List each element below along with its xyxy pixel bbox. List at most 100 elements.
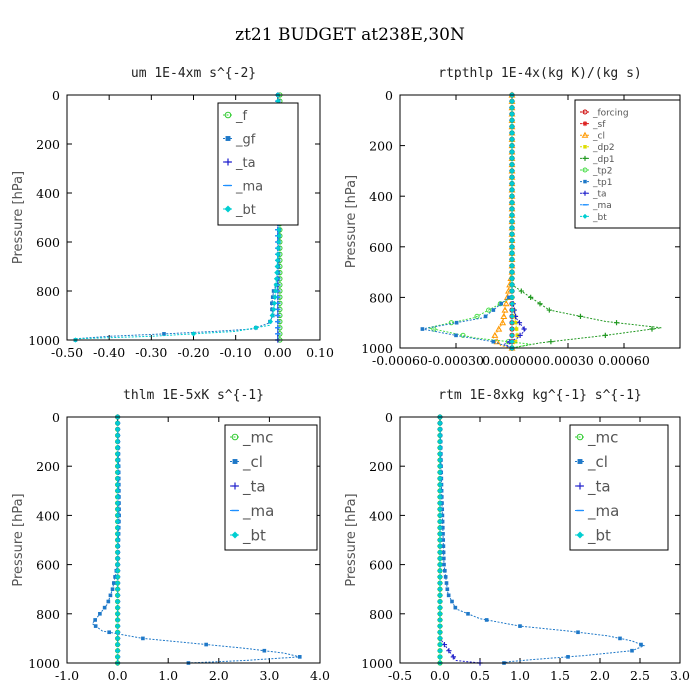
data-point (437, 598, 443, 605)
data-point (509, 105, 515, 111)
x-tick-label: -0.30 (135, 345, 167, 360)
data-point (437, 420, 443, 426)
data-point (115, 482, 121, 488)
data-point (513, 339, 518, 344)
data-point (115, 494, 121, 500)
x-tick-label: -0.20 (177, 345, 209, 360)
data-point (509, 136, 515, 142)
data-point (441, 556, 446, 561)
data-point (509, 320, 515, 326)
data-point (276, 227, 282, 233)
data-point (493, 338, 501, 345)
x-tick-label: -0.00060 (372, 353, 428, 368)
data-point (141, 636, 145, 641)
legend-marker (231, 433, 239, 441)
data-point (509, 231, 515, 237)
legend-entry: _ta (592, 190, 607, 200)
data-point (509, 218, 515, 225)
y-axis-label: Pressure [hPa] (11, 171, 26, 264)
x-tick-label: 0.0 (430, 668, 450, 683)
data-point (437, 445, 443, 451)
data-point (437, 592, 443, 598)
data-point (115, 611, 121, 617)
data-point (509, 143, 515, 149)
legend-marker (581, 131, 589, 138)
data-point (509, 294, 515, 300)
legend-marker (576, 433, 584, 441)
data-point (267, 319, 274, 325)
y-axis-label: Pressure [hPa] (11, 493, 26, 586)
chart-panel-2: rtpthlp 1E-4x(kg K)/(kg s) Pressure [hPa]… (344, 66, 681, 368)
legend-marker (583, 179, 587, 184)
data-point (491, 331, 499, 338)
data-point (444, 581, 449, 585)
data-point (115, 531, 121, 537)
x-tick-label: 0.10 (306, 345, 334, 360)
data-point (546, 307, 552, 313)
y-tick-label: 0 (385, 410, 393, 425)
data-point (115, 543, 121, 549)
data-point (509, 161, 515, 168)
data-point (115, 506, 121, 512)
data-point (499, 301, 503, 306)
data-point (441, 532, 445, 536)
series-bt (115, 414, 121, 666)
data-point (98, 611, 102, 616)
legend-entry: _mc (587, 429, 618, 448)
panel-title: thlm 1E-5xK s^{-1} (123, 388, 264, 403)
plot-frame (399, 416, 681, 664)
data-point (115, 426, 121, 432)
data-point (509, 269, 515, 275)
data-point (115, 445, 121, 451)
data-point (437, 475, 443, 482)
data-point (509, 168, 515, 174)
data-point (443, 575, 448, 579)
plot-frame (66, 416, 321, 664)
x-tick-label: 2.0 (590, 668, 610, 683)
data-point (437, 641, 443, 648)
plot-frame (66, 94, 321, 341)
data-point (115, 568, 121, 574)
data-point (483, 314, 488, 319)
y-tick-label: 400 (36, 508, 60, 523)
data-point (437, 506, 443, 512)
legend: _mc _cl _ta _ma _bt (569, 424, 669, 551)
data-point (115, 451, 121, 457)
legend-marker (576, 482, 584, 490)
x-tick-label: 2.5 (630, 668, 650, 683)
data-point (276, 239, 282, 245)
data-point (115, 488, 121, 494)
data-point (450, 599, 454, 604)
data-point (518, 288, 524, 294)
data-point (115, 574, 121, 580)
data-point (115, 439, 121, 445)
legend-entry: _ta (587, 478, 611, 497)
data-point (115, 475, 121, 482)
data-point (111, 581, 116, 585)
data-point (509, 212, 515, 218)
data-point (297, 655, 302, 659)
legend-marker (582, 109, 588, 115)
legend-entry: _bt (592, 213, 607, 223)
legend-entry: _cl (587, 453, 608, 472)
legend-entry: _tp1 (592, 178, 612, 188)
legend-marker (224, 111, 232, 119)
data-point (500, 312, 508, 319)
data-point (566, 655, 570, 659)
y-tick-label: 800 (36, 607, 60, 622)
x-tick-label: -0.10 (220, 345, 252, 360)
data-point (537, 301, 543, 307)
data-point (509, 307, 515, 313)
data-point (115, 432, 121, 439)
data-point (509, 155, 515, 161)
data-point (115, 518, 121, 525)
y-tick-label: 800 (369, 607, 393, 622)
y-tick-label: 800 (369, 290, 393, 305)
data-point (106, 599, 111, 604)
data-point (437, 543, 443, 549)
legend-marker (582, 121, 588, 127)
data-point (509, 313, 515, 319)
data-point (518, 624, 522, 628)
data-point (453, 605, 458, 610)
